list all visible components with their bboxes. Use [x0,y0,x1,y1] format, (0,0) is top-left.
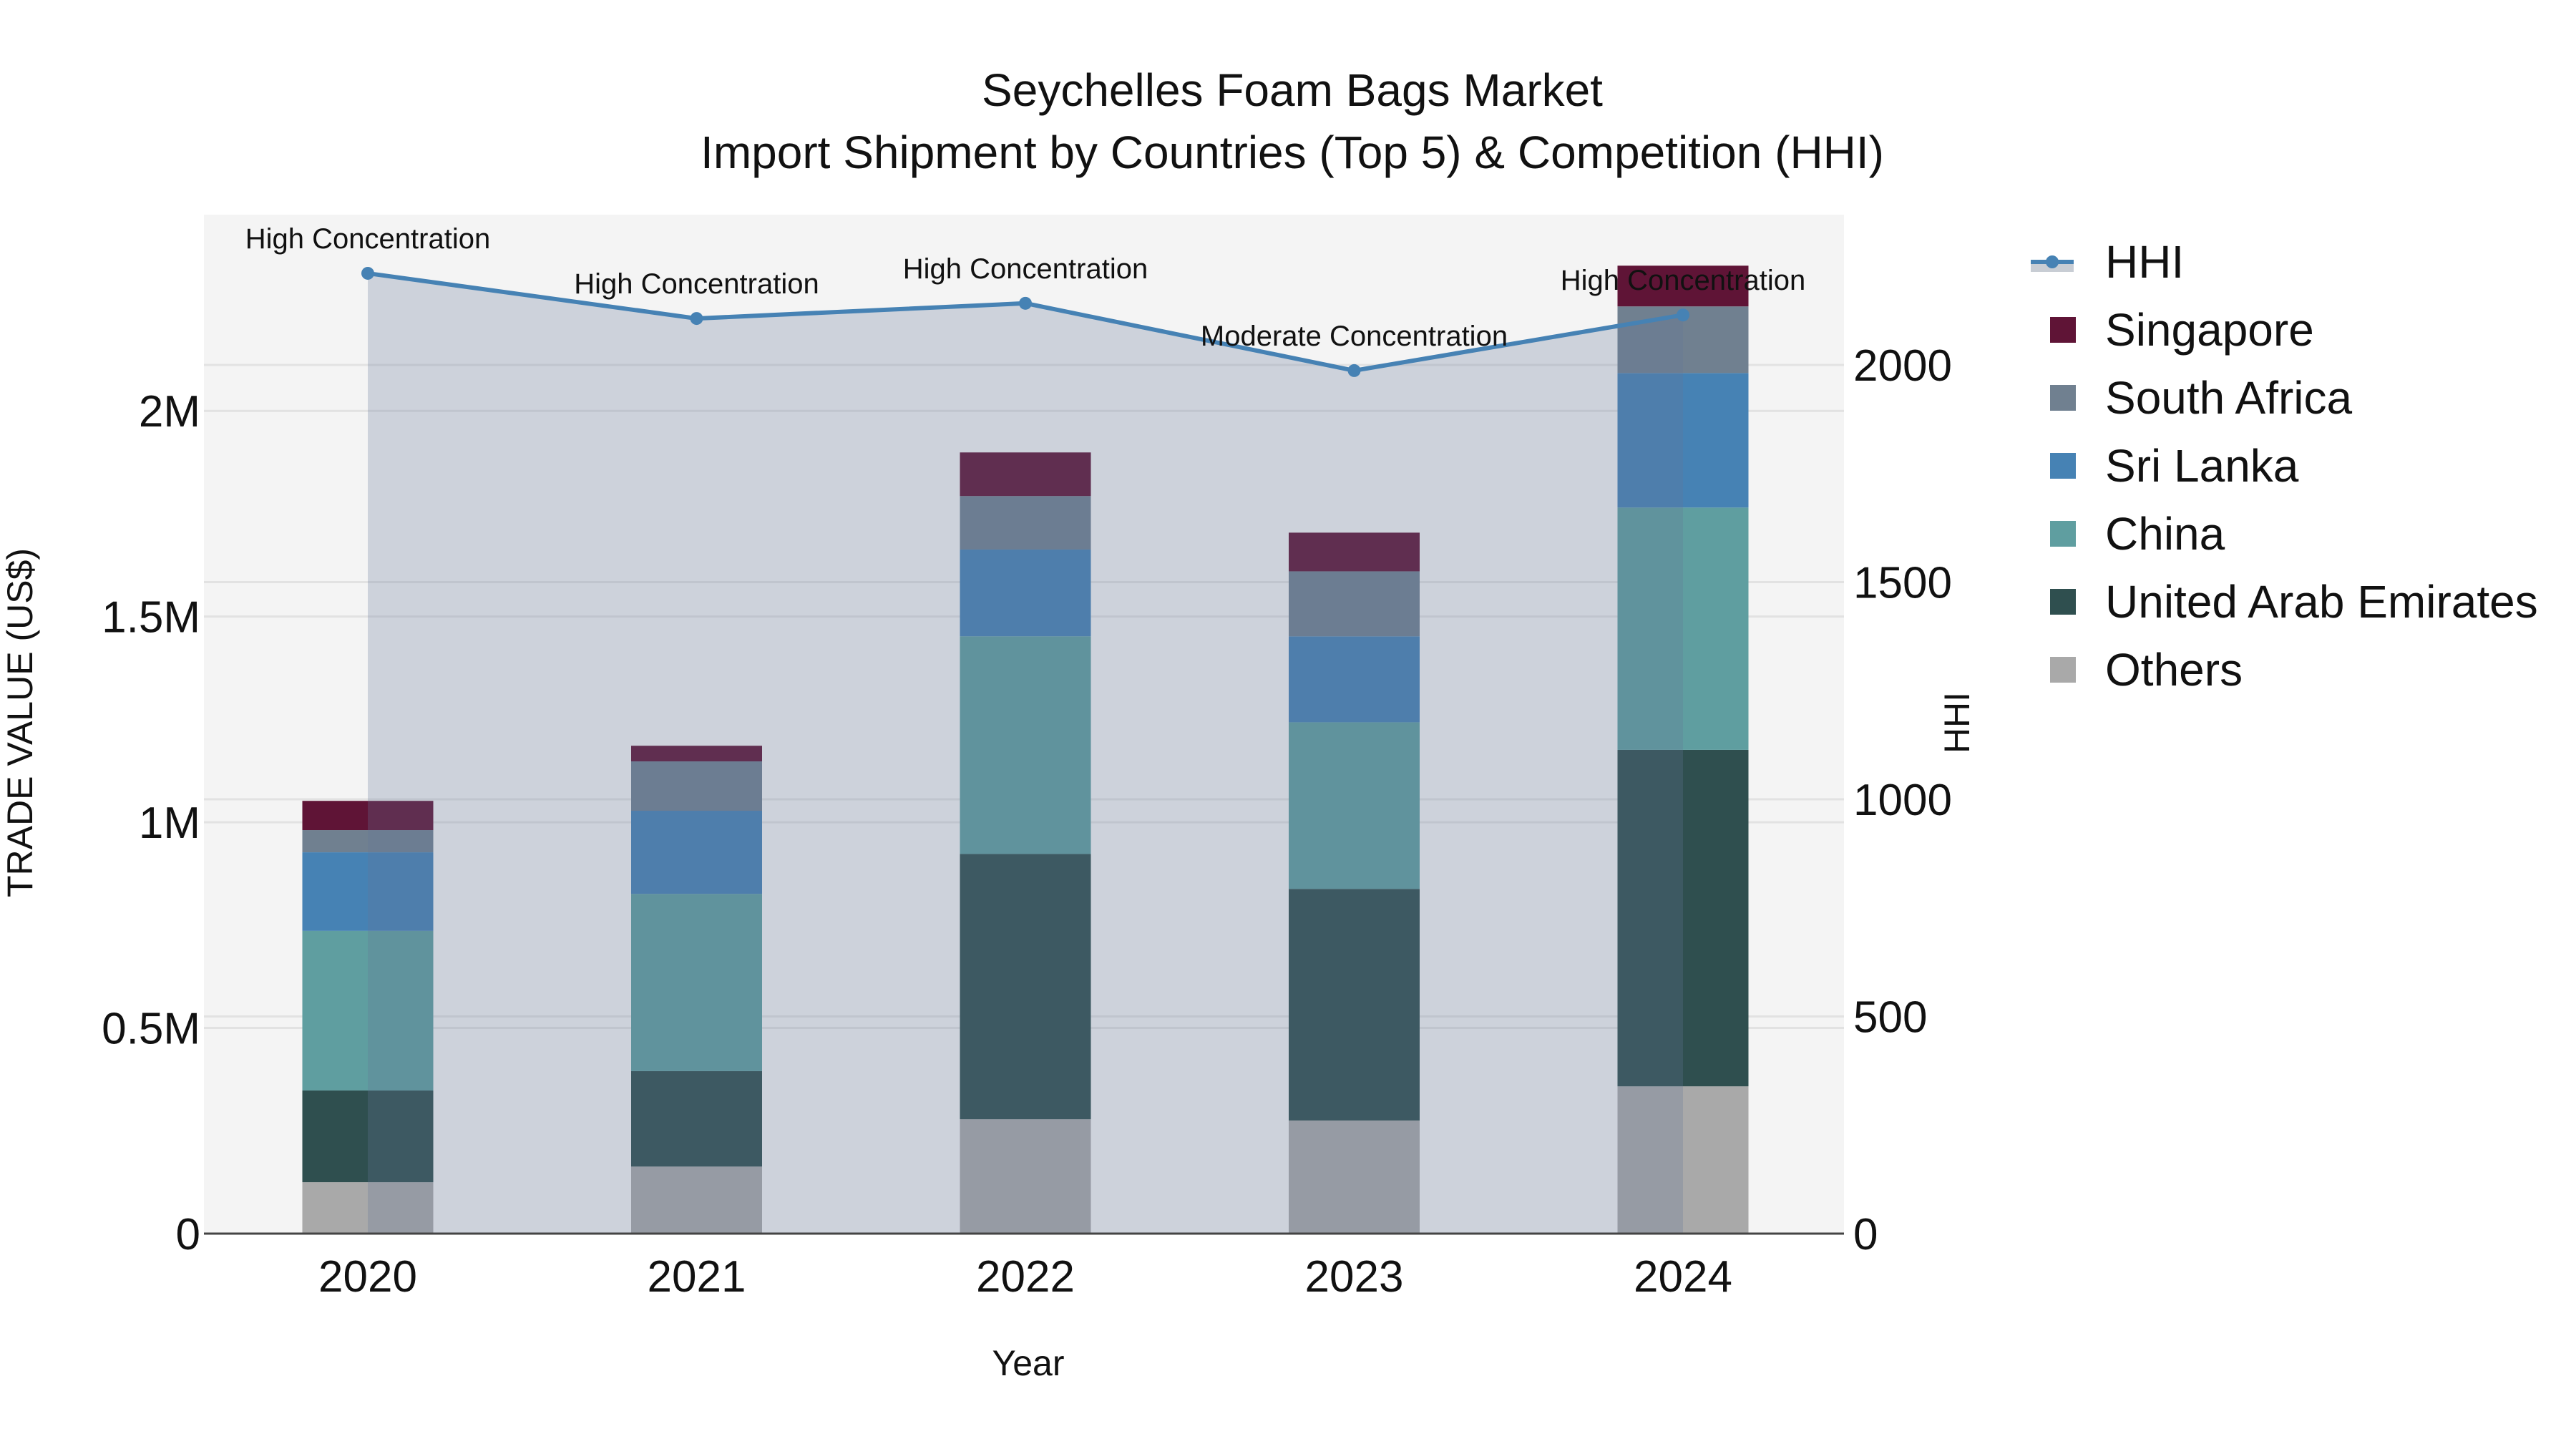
y-right-tick-label: 1500 [1853,559,1952,608]
bar-segment-china[interactable] [1617,507,1749,750]
legend-swatch-icon [2050,317,2076,343]
x-axis-title: Year [992,1343,1064,1383]
legend: HHI Singapore South Africa Sri Lanka China Un… [2031,236,2538,696]
legend-label: China [2105,508,2225,560]
y-axis-right-ticks: 0 500 1000 1500 2000 [1853,341,1952,1259]
y-axis-right-title: HHI [1937,692,1977,753]
bar-segment-others[interactable] [631,1166,762,1234]
x-tick-label: 2021 [648,1252,746,1302]
bar-segment-south-africa[interactable] [302,830,434,853]
x-tick-label: 2023 [1305,1252,1404,1302]
legend-swatch-icon [2050,385,2076,411]
bar-segment-south-africa[interactable] [631,761,762,811]
legend-marker-icon [2046,255,2059,268]
hhi-marker[interactable] [1347,364,1361,377]
y-left-tick-label: 0.5M [102,1005,200,1054]
chart-title-line1: Seychelles Foam Bags Market [982,64,1603,116]
legend-swatch-icon [2050,657,2076,683]
bar-segment-china[interactable] [1289,722,1420,889]
bar-segment-others[interactable] [302,1182,434,1234]
legend-swatch-icon [2050,521,2076,547]
bar-segment-south-africa[interactable] [960,496,1091,550]
y-right-tick-label: 1000 [1853,776,1952,825]
x-tick-label: 2020 [318,1252,417,1302]
legend-label: United Arab Emirates [2105,576,2538,628]
legend-item-south-africa[interactable]: South Africa [2050,372,2353,424]
hhi-line [361,266,1689,377]
bar-segment-others[interactable] [1617,1086,1749,1234]
bar-segment-united-arab-emirates[interactable] [1289,889,1420,1121]
legend-item-sri-lanka[interactable]: Sri Lanka [2050,440,2299,492]
legend-label: Singapore [2105,304,2314,356]
hhi-annotation: High Concentration [245,223,490,255]
bar-segment-china[interactable] [960,636,1091,854]
hhi-marker[interactable] [1019,296,1032,310]
y-left-tick-label: 0 [176,1210,200,1259]
bar-segment-china[interactable] [631,894,762,1071]
bar-segment-united-arab-emirates[interactable] [302,1090,434,1183]
hhi-annotation: High Concentration [574,268,819,300]
y-left-tick-label: 1.5M [102,593,200,643]
bar-segment-singapore[interactable] [1617,265,1749,307]
legend-label: HHI [2105,236,2184,288]
hhi-area [368,273,1683,1234]
hhi-annotation: High Concentration [903,253,1148,285]
bar-segment-singapore[interactable] [631,746,762,762]
x-tick-label: 2024 [1634,1252,1732,1302]
hhi-marker[interactable] [690,312,703,326]
bar-segment-others[interactable] [960,1119,1091,1234]
y-right-tick-label: 2000 [1853,341,1952,391]
x-axis-ticks: 2020 2021 2022 2023 2024 [318,1252,1732,1302]
legend-item-singapore[interactable]: Singapore [2050,304,2314,356]
x-tick-label: 2022 [976,1252,1075,1302]
stacked-bars [302,265,1749,1234]
bar-segment-sri-lanka[interactable] [1617,373,1749,508]
bar-segment-sri-lanka[interactable] [302,852,434,931]
bar-segment-sri-lanka[interactable] [631,811,762,894]
y-right-tick-label: 0 [1853,1210,1878,1259]
bar-segment-united-arab-emirates[interactable] [1617,749,1749,1087]
hhi-marker[interactable] [1677,308,1689,322]
hhi-marker[interactable] [361,266,374,280]
y-axis-left-title: TRADE VALUE (US$) [0,548,40,897]
y-left-tick-label: 2M [139,387,200,436]
bar-segment-united-arab-emirates[interactable] [960,854,1091,1120]
legend-label: Others [2105,644,2243,696]
legend-item-united-arab-emirates[interactable]: United Arab Emirates [2050,576,2538,628]
hhi-fill [368,273,1683,1234]
bar-segment-china[interactable] [302,930,434,1091]
bar-segment-singapore[interactable] [302,801,434,831]
y-right-tick-label: 500 [1853,993,1927,1043]
y-axis-left-ticks: 0 0.5M 1M 1.5M 2M [102,387,200,1259]
legend-label: South Africa [2105,372,2353,424]
bar-segment-sri-lanka[interactable] [960,549,1091,637]
legend-swatch-icon [2050,589,2076,615]
bar-segment-south-africa[interactable] [1289,571,1420,637]
hhi-annotations: High Concentration High Concentration High… [245,223,1805,352]
legend-item-hhi[interactable]: HHI [2031,236,2184,288]
bar-segment-others[interactable] [1289,1120,1420,1234]
bar-segment-singapore[interactable] [1289,532,1420,572]
legend-item-others[interactable]: Others [2050,644,2243,696]
hhi-annotation: High Concentration [1561,265,1805,296]
bar-segment-united-arab-emirates[interactable] [631,1070,762,1167]
legend-item-china[interactable]: China [2050,508,2225,560]
y-left-tick-label: 1M [139,799,200,848]
bar-segment-sri-lanka[interactable] [1289,636,1420,723]
bar-segment-singapore[interactable] [960,452,1091,497]
chart-title-line2: Import Shipment by Countries (Top 5) & C… [701,127,1884,178]
legend-swatch-icon [2050,453,2076,479]
legend-label: Sri Lanka [2105,440,2299,492]
hhi-annotation: Moderate Concentration [1201,321,1508,352]
